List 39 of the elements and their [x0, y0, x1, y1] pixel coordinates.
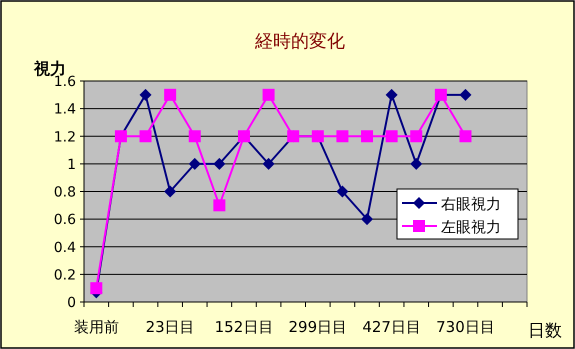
point [90, 282, 102, 294]
x-axis-title: 日数 [528, 321, 562, 341]
x-tick-label: 23日目 [146, 318, 195, 336]
point [459, 130, 472, 142]
point [361, 213, 374, 226]
point [336, 130, 348, 142]
x-tick-label: 299日目 [288, 318, 348, 336]
point [164, 186, 176, 198]
chart-title: 経時的変化 [254, 31, 345, 52]
legend-label: 左眼視力 [441, 218, 501, 236]
y-tick-label: 1 [67, 156, 76, 173]
point [140, 130, 152, 142]
point [336, 186, 348, 198]
point [410, 130, 422, 142]
point [262, 158, 275, 170]
x-tick-label: 152日目 [214, 318, 274, 336]
y-tick-label: 1.4 [54, 102, 76, 118]
y-tick-label: 1.2 [54, 129, 76, 146]
point [164, 88, 176, 101]
y-tick-label: 0.6 [54, 212, 76, 228]
legend-label: 右眼視力 [441, 195, 501, 213]
y-tick-label: 0 [67, 295, 76, 311]
y-tick-label: 0.4 [54, 240, 76, 256]
point [213, 199, 226, 212]
point [386, 88, 398, 101]
point [188, 158, 201, 170]
point [188, 130, 201, 142]
point [213, 158, 226, 170]
point [140, 88, 152, 101]
point [262, 88, 275, 101]
y-tick-label: 0.2 [54, 267, 76, 284]
x-tick-label: 427日目 [362, 318, 421, 336]
x-tick-label: 730日目 [436, 318, 495, 336]
x-tick-label: 装用前 [74, 318, 119, 336]
y-tick-label: 0.8 [54, 184, 76, 200]
point [361, 130, 374, 142]
point [386, 130, 398, 142]
point [459, 88, 472, 101]
point [410, 158, 422, 170]
